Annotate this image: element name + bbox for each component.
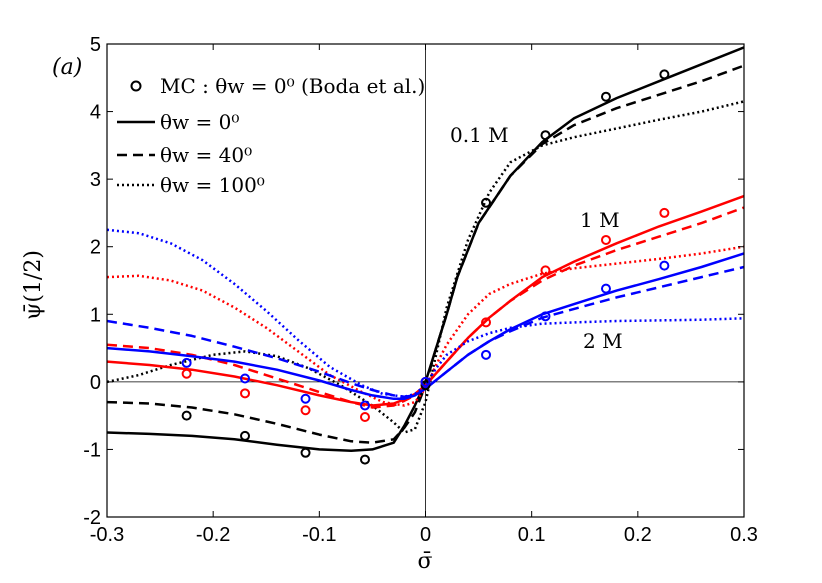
annotation-0-1m: 0.1 M [450, 123, 509, 147]
legend-entry-dashed: θw = 40⁰ [160, 143, 252, 167]
x-tick-label: -0.3 [90, 524, 124, 546]
legend-entry-mc: MC : θw = 0⁰ (Boda et al.) [160, 74, 425, 98]
y-tick-label: 0 [90, 372, 101, 394]
x-tick-label: 0.3 [730, 524, 758, 546]
series-layer [107, 46, 744, 465]
mc-data-point [600, 234, 611, 245]
mc-data-point [600, 283, 611, 294]
x-axis-label: σ̄ [417, 549, 432, 574]
mc-data-point [181, 410, 192, 421]
mc-data-point [420, 376, 431, 387]
mc-data-point [240, 373, 251, 384]
mc-data-point [359, 411, 370, 422]
mc-data-point [659, 260, 670, 271]
mc-data-point [300, 393, 311, 404]
ticks-layer: -0.3 -0.2 -0.1 0 0.1 0.2 0.3 -2 -1 0 1 2 3 4 5 [83, 34, 758, 546]
y-tick-label: -1 [83, 439, 101, 461]
mc-data-point [300, 447, 311, 458]
mc-data-point [181, 357, 192, 368]
mc-data-point [359, 454, 370, 465]
y-tick-label: 1 [90, 304, 101, 326]
y-tick-label: 5 [90, 34, 101, 56]
x-tick-label: -0.1 [302, 524, 336, 546]
series-line-dotted [107, 245, 744, 407]
mc-data-point [420, 380, 431, 391]
legend: MC : θw = 0⁰ (Boda et al.) θw = 0⁰ θw = … [117, 74, 425, 197]
x-tick-label: 0.2 [624, 524, 652, 546]
y-tick-label: -2 [83, 507, 101, 529]
mc-data-point [359, 400, 370, 411]
mc-data-point [600, 91, 611, 102]
legend-marker-symbol [130, 80, 142, 92]
y-axis-label: ψ̄(1/2) [21, 250, 46, 320]
x-tick-label: -0.2 [196, 524, 230, 546]
mc-data-point [659, 69, 670, 80]
x-tick-label: 0.1 [518, 524, 546, 546]
annotation-1m: 1 M [580, 208, 620, 232]
series-line-dashed [107, 265, 744, 398]
mc-data-point [481, 197, 492, 208]
panel-label: (a) [52, 55, 82, 80]
mc-data-point [481, 349, 492, 360]
y-tick-label: 4 [90, 102, 101, 124]
legend-entry-solid: θw = 0⁰ [160, 110, 239, 134]
mc-data-point [540, 130, 551, 141]
mc-markers [181, 260, 670, 411]
series-line-dotted [107, 228, 744, 398]
series-line-dotted [107, 100, 744, 434]
mc-data-point [481, 317, 492, 328]
y-tick-label: 3 [90, 169, 101, 191]
mc-data-point [659, 207, 670, 218]
mc-data-point [300, 405, 311, 416]
mc-data-point [540, 265, 551, 276]
mc-data-point [181, 368, 192, 379]
mc-data-point [240, 388, 251, 399]
annotation-2m: 2 M [583, 329, 623, 353]
x-tick-label: 0 [420, 524, 431, 546]
mc-data-point [540, 311, 551, 322]
legend-entry-dotted: θw = 100⁰ [160, 173, 265, 197]
y-tick-label: 2 [90, 237, 101, 259]
mc-markers [181, 69, 670, 465]
mc-data-point [240, 430, 251, 441]
